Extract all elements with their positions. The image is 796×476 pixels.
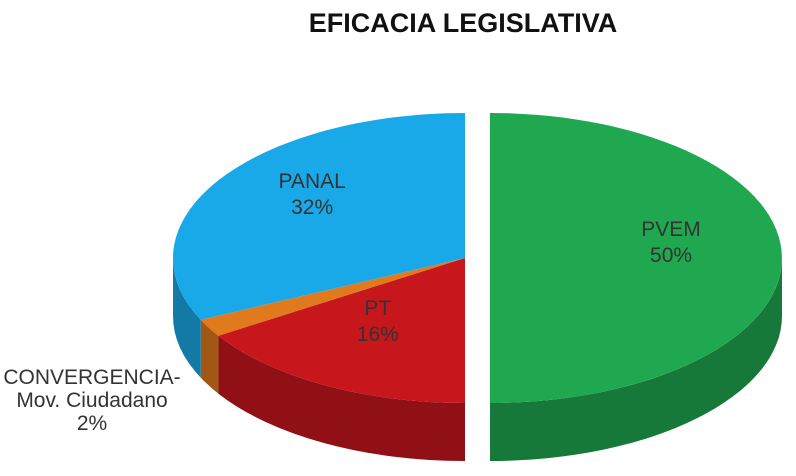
value-label: 2%	[76, 412, 108, 435]
category-label: PVEM	[641, 218, 701, 241]
value-label: 50%	[650, 244, 692, 267]
slice-side	[490, 258, 782, 461]
category-label: PANAL	[278, 170, 345, 193]
value-label: 32%	[291, 196, 333, 219]
slice	[200, 258, 465, 336]
slice	[490, 113, 782, 403]
slice-side	[173, 258, 201, 378]
slice-side	[200, 319, 219, 394]
value-label: 16%	[357, 323, 399, 346]
slice-side	[218, 335, 465, 461]
outside-label: CONVERGENCIA- Mov. Ciudadano 2%	[2, 366, 182, 435]
category-label: PT	[364, 297, 391, 320]
category-label: CONVERGENCIA- Mov. Ciudadano	[3, 366, 181, 412]
slice	[172, 113, 465, 320]
slice	[218, 258, 465, 403]
chart-title: EFICACIA LEGISLATIVA	[309, 8, 618, 38]
